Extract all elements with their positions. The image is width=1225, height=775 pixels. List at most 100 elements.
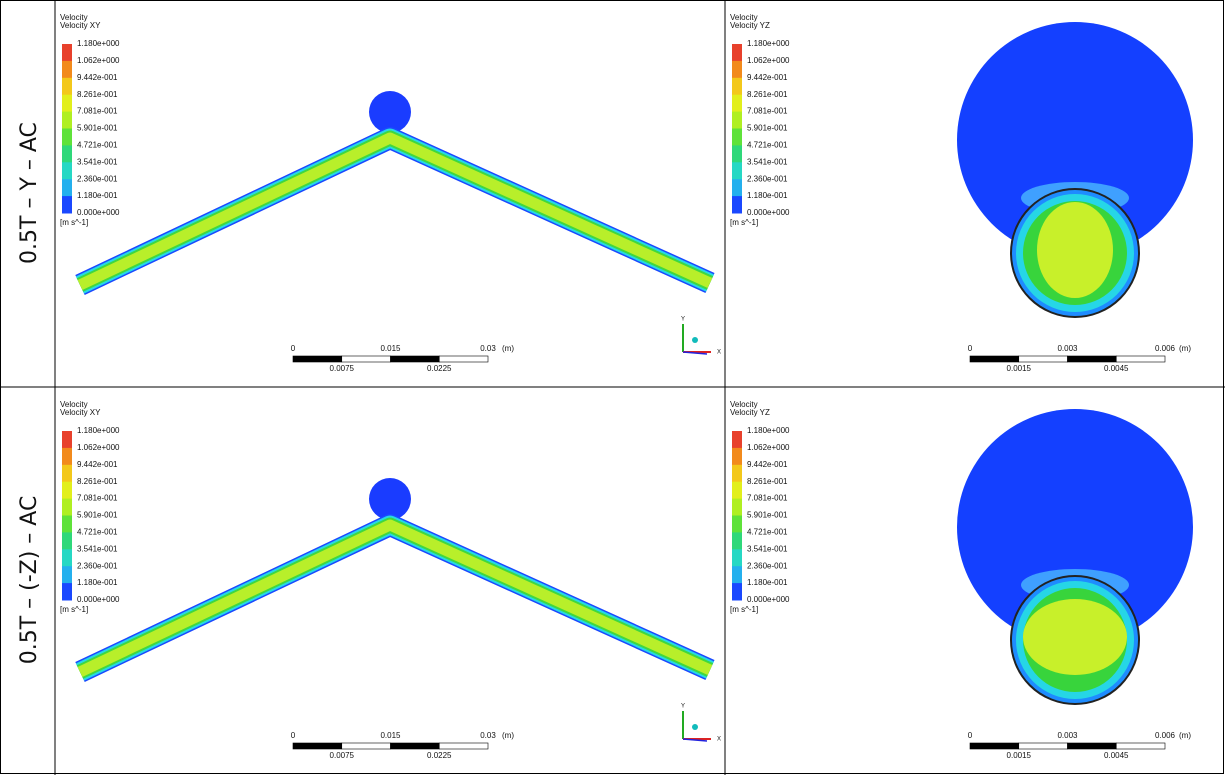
legend-level: 3.541e-001 xyxy=(747,544,788,553)
scale-label: 0.003 xyxy=(1057,344,1078,353)
legend-level: 8.261e-001 xyxy=(747,90,788,99)
pipe-contour xyxy=(80,525,710,672)
legend-band xyxy=(62,78,72,95)
scale-unit: (m) xyxy=(1179,344,1191,353)
legend-band xyxy=(732,465,742,482)
legend-level: 1.062e+000 xyxy=(77,443,120,452)
scale-label: 0 xyxy=(968,731,973,740)
legend-band xyxy=(62,448,72,465)
legend-level: 9.442e-001 xyxy=(747,73,788,82)
pipe-contour xyxy=(80,525,710,672)
legend-unit: [m s^-1] xyxy=(60,218,88,227)
row-label: 0.5T – Y – AC xyxy=(17,122,42,264)
legend-level: 8.261e-001 xyxy=(77,477,118,486)
scale-label: 0.015 xyxy=(380,731,401,740)
legend-level: 1.062e+000 xyxy=(747,443,790,452)
yz-pipe-center xyxy=(1023,599,1127,675)
pipe-contour xyxy=(80,525,710,672)
scale-label: 0.03 xyxy=(480,731,496,740)
scale-label: 0.015 xyxy=(380,344,401,353)
legend-band xyxy=(62,583,72,600)
scale-bar-segment xyxy=(1116,356,1165,362)
legend-band xyxy=(732,61,742,78)
legend-subtitle: Velocity YZ xyxy=(730,21,770,30)
legend-unit: [m s^-1] xyxy=(730,605,758,614)
legend-band xyxy=(732,179,742,196)
legend-level: 0.000e+000 xyxy=(747,595,790,604)
legend-band xyxy=(732,482,742,499)
legend-level: 2.360e-001 xyxy=(747,174,788,183)
legend-band xyxy=(62,482,72,499)
legend-level: 7.081e-001 xyxy=(77,494,118,503)
scale-label: 0.006 xyxy=(1155,344,1176,353)
legend-band xyxy=(732,129,742,146)
legend-level: 7.081e-001 xyxy=(747,107,788,116)
legend-level: 1.180e-001 xyxy=(747,191,788,200)
legend-level: 1.180e-001 xyxy=(77,578,118,587)
scale-bar-segment xyxy=(293,743,342,749)
legend-level: 5.901e-001 xyxy=(77,124,118,133)
scale-bar-segment xyxy=(391,743,440,749)
scale-label: 0.0225 xyxy=(427,751,452,760)
legend-level: 2.360e-001 xyxy=(77,561,118,570)
probe-region xyxy=(369,91,411,133)
pipe-contour xyxy=(80,138,710,285)
legend-band xyxy=(62,549,72,566)
triad-label: Y xyxy=(681,704,685,710)
legend-level: 1.180e+000 xyxy=(747,426,790,435)
pipe-contour xyxy=(80,138,710,285)
legend-level: 2.360e-001 xyxy=(77,174,118,183)
scale-label: 0.0045 xyxy=(1104,751,1129,760)
scale-bar-segment xyxy=(1068,743,1117,749)
legend-level: 0.000e+000 xyxy=(77,595,120,604)
legend-band xyxy=(62,196,72,213)
legend-level: 7.081e-001 xyxy=(77,107,118,116)
figure-table: 0.5T – Y – ACVelocityVelocity XY1.180e+0… xyxy=(0,0,1225,775)
legend-band xyxy=(62,145,72,162)
legend-band xyxy=(732,516,742,533)
legend-level: 1.180e+000 xyxy=(77,426,120,435)
legend-band xyxy=(62,516,72,533)
legend-level: 7.081e-001 xyxy=(747,494,788,503)
legend-band xyxy=(62,431,72,448)
scale-label: 0 xyxy=(291,344,296,353)
legend-band xyxy=(732,145,742,162)
legend-level: 3.541e-001 xyxy=(77,157,118,166)
scale-unit: (m) xyxy=(502,344,514,353)
scale-bar-segment xyxy=(391,356,440,362)
legend-level: 5.901e-001 xyxy=(747,124,788,133)
pipe-contour xyxy=(80,525,710,672)
triad-label: X xyxy=(717,737,721,743)
scale-bar-segment xyxy=(1116,743,1165,749)
scale-bar-segment xyxy=(342,743,391,749)
legend-subtitle: Velocity XY xyxy=(60,21,101,30)
legend-band xyxy=(62,162,72,179)
legend-level: 0.000e+000 xyxy=(747,208,790,217)
legend-level: 9.442e-001 xyxy=(77,73,118,82)
scale-label: 0.0075 xyxy=(330,364,355,373)
scale-bar-segment xyxy=(970,743,1019,749)
row-label: 0.5T – (-Z) – AC xyxy=(17,496,42,665)
legend-unit: [m s^-1] xyxy=(60,605,88,614)
scale-bar-segment xyxy=(439,356,488,362)
legend-level: 1.180e-001 xyxy=(77,191,118,200)
scale-label: 0.0225 xyxy=(427,364,452,373)
legend-unit: [m s^-1] xyxy=(730,218,758,227)
scale-bar-segment xyxy=(970,356,1019,362)
legend-band xyxy=(732,44,742,61)
legend-level: 1.180e+000 xyxy=(747,39,790,48)
scale-label: 0.0075 xyxy=(330,751,355,760)
scale-bar-segment xyxy=(342,356,391,362)
legend-level: 8.261e-001 xyxy=(747,477,788,486)
triad-label: Y xyxy=(681,317,685,323)
legend-level: 5.901e-001 xyxy=(747,511,788,520)
legend-band xyxy=(62,112,72,129)
legend-band xyxy=(62,465,72,482)
legend-level: 4.721e-001 xyxy=(747,141,788,150)
scale-bar-segment xyxy=(1068,356,1117,362)
legend-band xyxy=(62,566,72,583)
scale-label: 0 xyxy=(291,731,296,740)
legend-band xyxy=(62,61,72,78)
triad-origin xyxy=(692,337,698,343)
legend-level: 5.901e-001 xyxy=(77,511,118,520)
